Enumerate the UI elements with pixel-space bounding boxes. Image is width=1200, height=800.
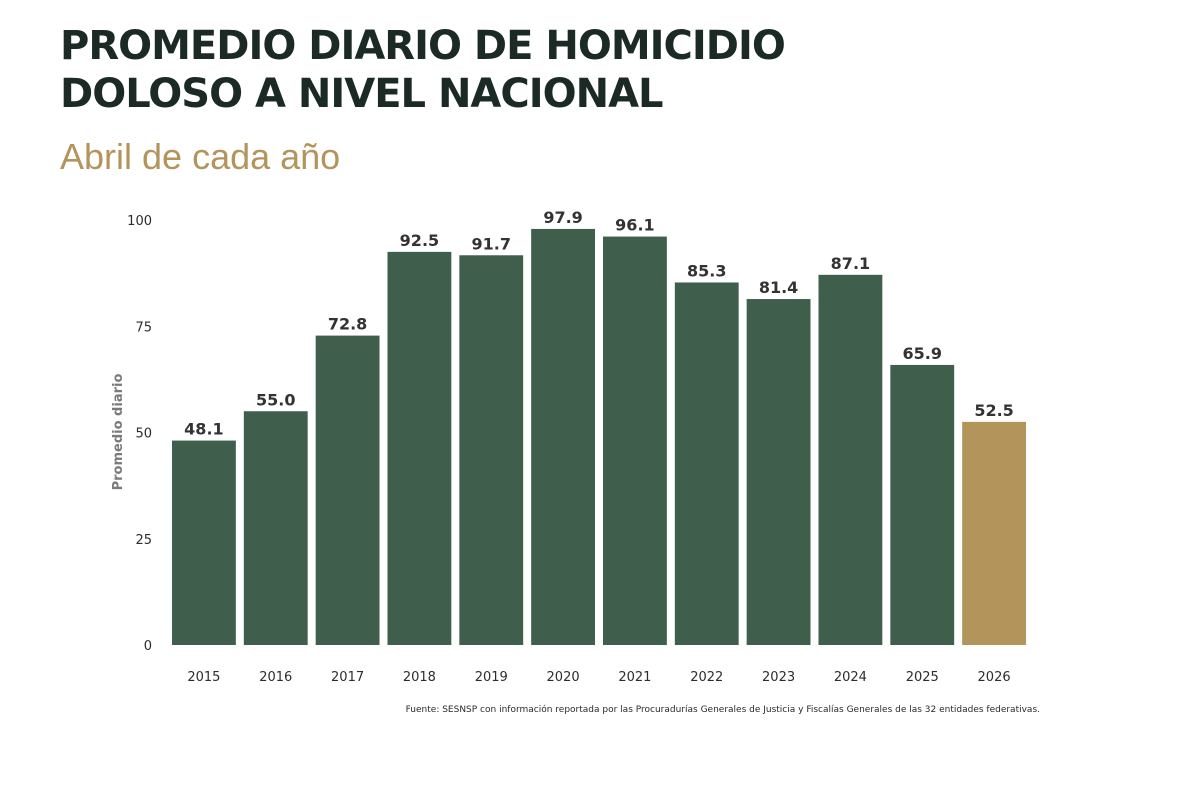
- x-tick-label-2019: 2019: [475, 670, 508, 685]
- x-tick-label-2021: 2021: [618, 670, 651, 685]
- source-note: Fuente: SESNSP con información reportada…: [405, 705, 1040, 715]
- x-tick-label-2026: 2026: [978, 670, 1011, 685]
- value-label-2022: 85.3: [687, 261, 726, 280]
- value-labels: 48.1 55.0 72.8 92.5 91.7 97.9 96.1 85.3 81.4 87.1…: [184, 208, 1014, 439]
- title-line-2: DOLOSO A NIVEL NACIONAL: [60, 71, 664, 117]
- x-tick-label-2018: 2018: [403, 670, 436, 685]
- bar-2018: [387, 251, 452, 645]
- y-tick-label: 100: [127, 214, 152, 229]
- x-axis: 2015 2016 2017 2018 2019 2020 2021 2022 2023 2024…: [187, 670, 1010, 685]
- bar-2022: [674, 282, 739, 645]
- x-tick-label-2022: 2022: [690, 670, 723, 685]
- bar-2016: [243, 411, 308, 645]
- value-label-2016: 55.0: [256, 390, 295, 409]
- value-label-2015: 48.1: [184, 420, 223, 439]
- value-label-2020: 97.9: [543, 208, 582, 227]
- y-axis: 0 25 50 75 100: [127, 214, 152, 654]
- value-label-2019: 91.7: [472, 234, 511, 253]
- x-tick-label-2017: 2017: [331, 670, 364, 685]
- x-tick-label-2016: 2016: [259, 670, 292, 685]
- x-tick-label-2025: 2025: [906, 670, 939, 685]
- y-tick-label: 75: [135, 320, 152, 335]
- bar-2023: [746, 299, 811, 645]
- bar-2024: [818, 274, 883, 645]
- x-tick-label-2015: 2015: [187, 670, 220, 685]
- value-label-2025: 65.9: [903, 344, 942, 363]
- x-tick-label-2023: 2023: [762, 670, 795, 685]
- y-tick-label: 50: [135, 427, 152, 442]
- value-label-2024: 87.1: [831, 254, 870, 273]
- x-tick-label-2020: 2020: [547, 670, 580, 685]
- title-line-1: PROMEDIO DIARIO DE HOMICIDIO: [60, 23, 786, 69]
- page-title: PROMEDIO DIARIO DE HOMICIDIO DOLOSO A NI…: [60, 22, 1060, 118]
- x-tick-label-2024: 2024: [834, 670, 867, 685]
- bar-2021: [603, 236, 667, 645]
- value-label-2021: 96.1: [615, 216, 654, 235]
- bar-2026: [962, 421, 1026, 645]
- page-subtitle: Abril de cada año: [60, 136, 341, 177]
- bar-2020: [531, 228, 595, 646]
- bar-2019: [459, 255, 524, 645]
- y-tick-label: 25: [135, 533, 152, 548]
- bar-series: [172, 228, 1026, 646]
- value-label-2026: 52.5: [974, 401, 1013, 420]
- value-label-2018: 92.5: [400, 231, 439, 250]
- bar-2015: [172, 440, 236, 645]
- bar-2017: [315, 335, 380, 645]
- value-label-2023: 81.4: [759, 278, 798, 297]
- bar-2025: [890, 364, 955, 645]
- value-label-2017: 72.8: [328, 315, 367, 334]
- y-tick-label: 0: [144, 639, 152, 654]
- y-axis-title: Promedio diario: [111, 374, 126, 491]
